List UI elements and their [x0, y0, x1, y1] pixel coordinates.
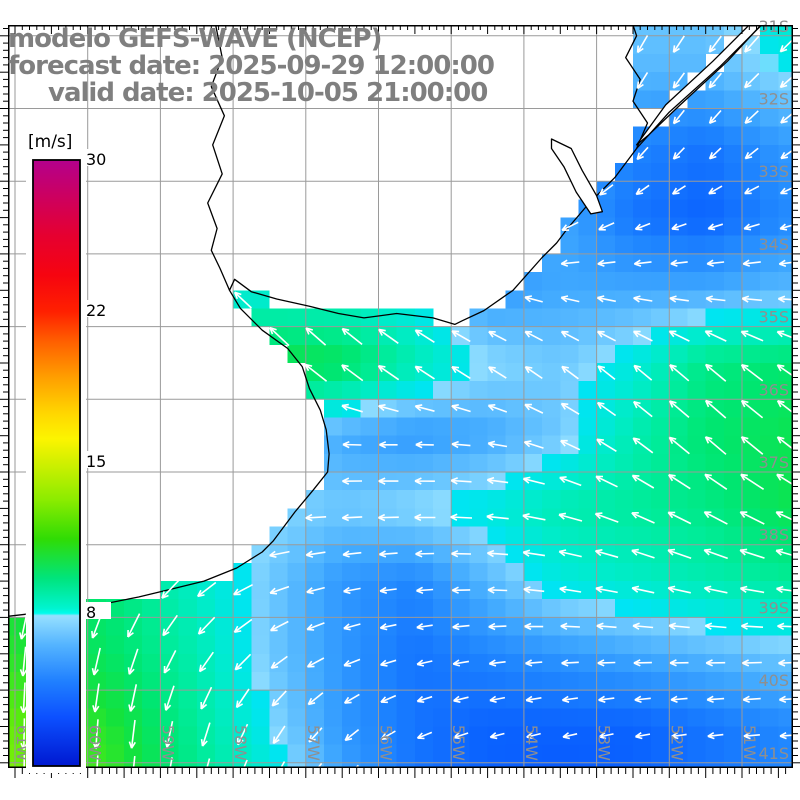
graticule-lines [8, 25, 793, 768]
ocean-beach-line [636, 25, 763, 149]
svg-text:40S: 40S [758, 671, 789, 690]
svg-text:32S: 32S [758, 90, 789, 109]
svg-text:52W: 52W [667, 725, 686, 761]
svg-text:51W: 51W [740, 725, 759, 761]
svg-text:54W: 54W [522, 725, 541, 761]
svg-text:57W: 57W [304, 725, 323, 761]
colorbar-tick-label: 22 [86, 301, 106, 320]
colorbar-tick-label: 15 [86, 452, 106, 471]
svg-text:53W: 53W [595, 725, 614, 761]
svg-text:35S: 35S [758, 308, 789, 327]
ocean-cells [8, 25, 793, 768]
svg-text:55W: 55W [449, 725, 468, 761]
svg-text:37S: 37S [758, 453, 789, 472]
colorbar: [m/s] 30 22 15 8 [26, 124, 111, 773]
colorbar-unit: [m/s] [28, 132, 72, 152]
colorbar-gradient [32, 159, 81, 767]
mainland-coast [8, 25, 649, 617]
lake-mirim [550, 138, 604, 215]
svg-text:34S: 34S [758, 235, 789, 254]
svg-text:39S: 39S [758, 598, 789, 617]
map-frame [8, 25, 793, 768]
svg-text:41S: 41S [758, 744, 789, 763]
svg-text:58W: 58W [231, 725, 250, 761]
svg-text:38S: 38S [758, 526, 789, 545]
river-uruguay [207, 25, 231, 291]
colorbar-tick-label: 30 [86, 150, 106, 169]
svg-text:59W: 59W [158, 725, 177, 761]
colorbar-tick-label: 8 [86, 603, 96, 622]
svg-text:36S: 36S [758, 380, 789, 399]
svg-text:60W: 60W [86, 725, 105, 761]
svg-text:56W: 56W [377, 725, 396, 761]
longitude-labels: 61W 60W 59W 58W 57W 56W 55W 54W 53W 52W 51W [13, 725, 759, 761]
svg-text:33S: 33S [758, 162, 789, 181]
